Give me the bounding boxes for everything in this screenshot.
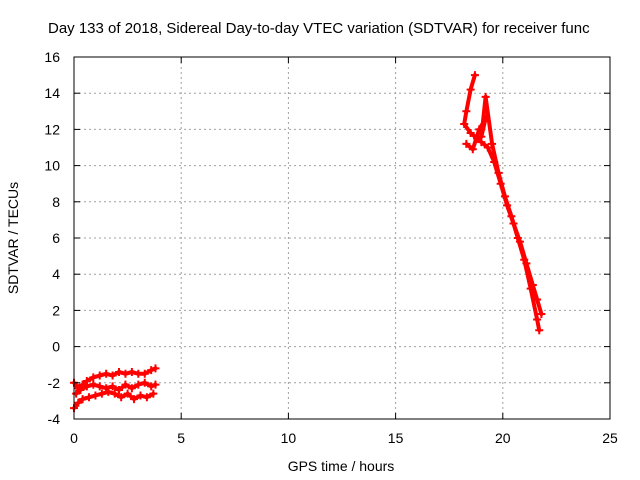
data-point xyxy=(147,382,156,391)
data-point xyxy=(151,380,160,389)
y-tick-label: 4 xyxy=(52,266,60,282)
data-point xyxy=(507,212,516,221)
x-tick-label: 0 xyxy=(70,430,78,446)
y-axis-label: SDTVAR / TECUs xyxy=(5,182,21,294)
x-tick-label: 10 xyxy=(281,430,297,446)
y-tick-label: -2 xyxy=(48,375,61,391)
data-point xyxy=(76,386,85,395)
y-tick-label: 6 xyxy=(52,230,60,246)
data-point xyxy=(102,369,111,378)
x-tick-label: 20 xyxy=(495,430,511,446)
data-point xyxy=(95,371,104,380)
data-point xyxy=(462,139,471,148)
data-point xyxy=(488,139,497,148)
data-point xyxy=(91,391,100,400)
data-point xyxy=(494,168,503,177)
data-point xyxy=(462,107,471,116)
series-early-pass-middle xyxy=(72,378,160,398)
data-point xyxy=(483,143,492,152)
data-point xyxy=(127,384,136,393)
data-point xyxy=(104,387,113,396)
x-axis-label: GPS time / hours xyxy=(288,458,395,474)
data-point xyxy=(481,92,490,101)
x-tick-label: 5 xyxy=(177,430,185,446)
data-point xyxy=(72,389,81,398)
data-point xyxy=(121,380,130,389)
data-point xyxy=(466,129,475,138)
series-early-pass-lower xyxy=(70,387,158,413)
y-tick-label: 14 xyxy=(44,85,60,101)
data-point xyxy=(121,369,130,378)
data-point xyxy=(134,380,143,389)
data-point xyxy=(149,389,158,398)
data-point xyxy=(140,378,149,387)
data-point xyxy=(475,125,484,134)
data-point xyxy=(466,85,475,94)
data-point xyxy=(97,389,106,398)
y-tick-label: 8 xyxy=(52,194,60,210)
data-point xyxy=(526,284,535,293)
data-point xyxy=(535,326,544,335)
x-tick-label: 15 xyxy=(388,430,404,446)
data-point xyxy=(123,389,132,398)
data-point xyxy=(513,234,522,242)
y-tick-label: 0 xyxy=(52,339,60,355)
data-point xyxy=(108,382,117,391)
data-point xyxy=(108,371,117,380)
chart-title: Day 133 of 2018, Sidereal Day-to-day VTE… xyxy=(48,20,590,37)
data-point xyxy=(468,145,477,154)
series-late-pass-secondary xyxy=(462,92,544,335)
data-point xyxy=(537,310,546,319)
data-point xyxy=(151,364,160,373)
data-point xyxy=(115,386,124,395)
data-point xyxy=(95,382,104,391)
data-layer xyxy=(70,71,546,413)
data-point xyxy=(470,71,479,80)
data-point xyxy=(89,373,98,382)
y-tick-label: 2 xyxy=(52,302,60,318)
data-point xyxy=(78,395,87,404)
data-point xyxy=(74,398,83,407)
x-tick-label: 25 xyxy=(602,430,618,446)
data-point xyxy=(110,389,119,398)
data-point xyxy=(85,393,94,402)
data-point xyxy=(142,393,151,402)
data-point xyxy=(136,391,145,400)
data-point xyxy=(147,366,156,375)
data-point xyxy=(500,192,509,201)
y-tick-label: 16 xyxy=(44,49,60,65)
y-tick-label: 12 xyxy=(44,121,60,137)
y-tick-label: -4 xyxy=(48,411,61,427)
data-point xyxy=(89,380,98,389)
ticks: 0 5 10 15 20 25 -4 -2 0 2 4 6 8 10 12 14 16 xyxy=(44,49,618,446)
data-point xyxy=(533,315,542,324)
data-point xyxy=(520,255,529,264)
data-point xyxy=(115,367,124,376)
data-point xyxy=(82,382,91,391)
data-point xyxy=(481,114,490,123)
data-point xyxy=(117,393,126,402)
data-point xyxy=(130,395,139,404)
data-point xyxy=(477,132,486,141)
data-point xyxy=(460,119,469,128)
data-point xyxy=(127,367,136,376)
data-point xyxy=(140,369,149,378)
y-tick-label: 10 xyxy=(44,158,60,174)
